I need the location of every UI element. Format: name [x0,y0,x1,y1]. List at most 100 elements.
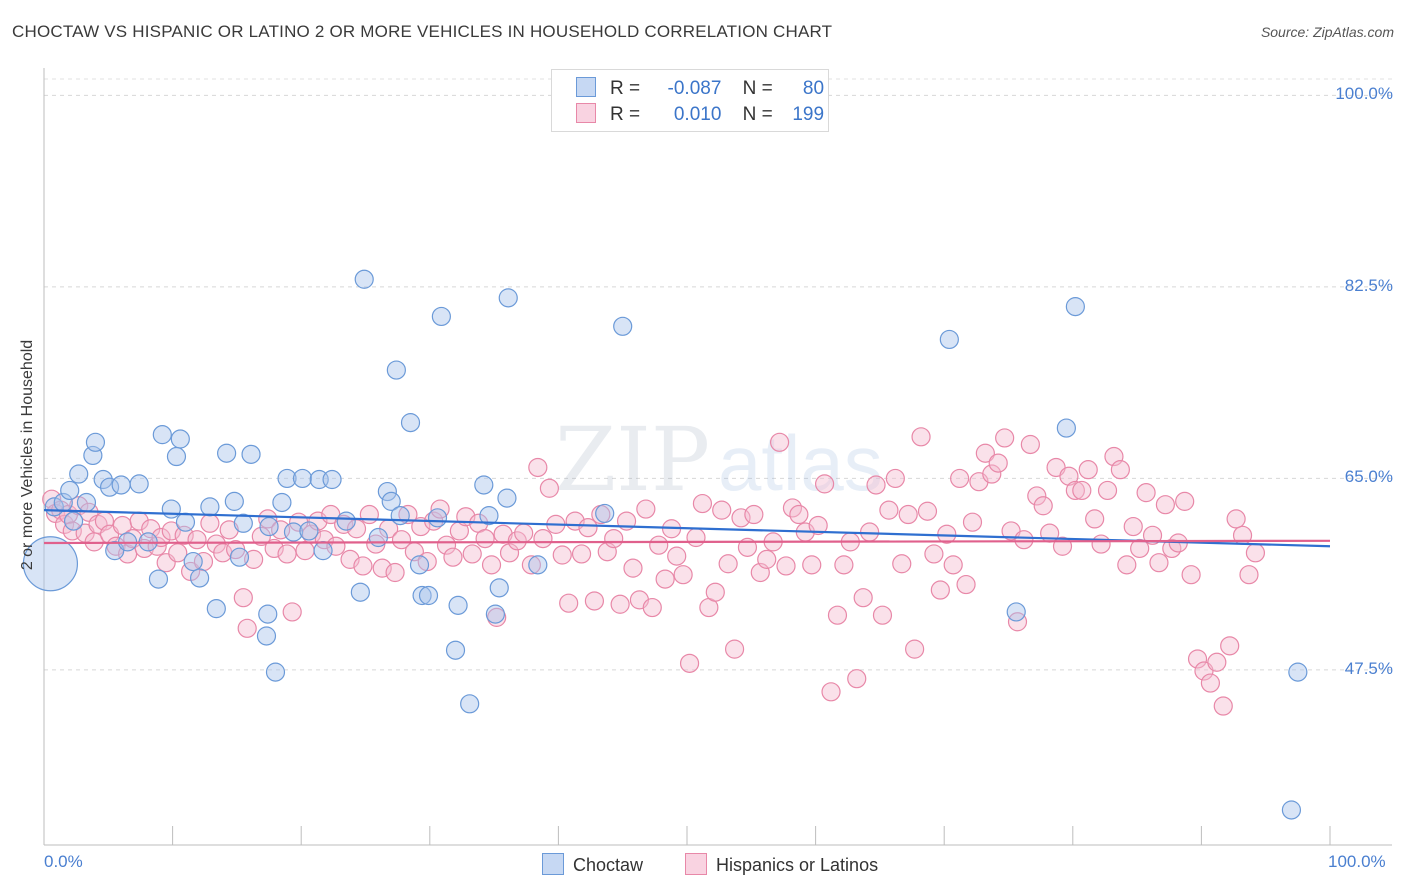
point-hispanics-141 [917,501,938,521]
legend-swatch-choctaw [576,77,596,97]
y-tick-label-2: 82.5% [1344,275,1393,295]
point-hispanics-80 [528,457,548,478]
legend-n-value-choctaw: 80 [802,78,825,99]
point-hispanics-78 [514,523,534,543]
point-hispanics-146 [950,468,970,489]
point-hispanics-98 [642,597,662,618]
point-choctaw-38 [292,468,313,489]
point-hispanics-158 [1027,486,1047,506]
point-choctaw-12 [111,475,131,495]
point-choctaw-33 [259,516,279,537]
point-choctaw-56 [431,306,451,327]
point-hispanics-109 [712,500,732,520]
point-choctaw-60 [474,475,494,495]
point-choctaw-25 [206,599,226,619]
point-hispanics-125 [815,474,835,494]
point-hispanics-34 [233,588,253,608]
point-hispanics-142 [924,544,944,564]
point-hispanics-132 [860,522,880,542]
legend-row-hispanics: R = 0.010 N = 199 [576,103,824,126]
point-choctaw-18 [161,499,181,519]
y-tick-label-1: 65.0% [1344,467,1393,487]
point-hispanics-28 [193,551,214,572]
point-hispanics-74 [487,607,507,627]
point-choctaw-5 [69,464,89,484]
x-tick-label-max: 100.0% [1328,852,1386,871]
point-hispanics-87 [571,544,592,564]
point-hispanics-121 [789,504,809,525]
point-hispanics-140 [911,427,931,447]
point-hispanics-133 [866,475,886,495]
point-hispanics-174 [1130,538,1150,559]
point-choctaw-24 [200,497,220,517]
point-hispanics-163 [1059,466,1079,486]
point-hispanics-178 [1155,495,1175,515]
point-hispanics-186 [1207,652,1227,672]
point-choctaw-32 [258,604,278,624]
point-choctaw-72 [1065,297,1085,317]
point-choctaw-30 [241,444,261,464]
point-hispanics-145 [943,555,963,575]
point-hispanics-36 [244,549,264,569]
watermark-atlas: atlas [718,419,883,507]
point-choctaw-0 [22,536,79,592]
point-hispanics-126 [821,682,841,702]
point-hispanics-157 [1020,434,1040,455]
point-choctaw-43 [336,511,356,531]
point-hispanics-84 [552,545,572,565]
point-hispanics-136 [885,468,905,489]
point-hispanics-88 [578,518,598,538]
point-choctaw-71 [1056,418,1076,438]
point-hispanics-97 [636,499,656,519]
source-credit: Source: ZipAtlas.com [1260,24,1394,40]
point-choctaw-34 [265,662,286,682]
point-hispanics-138 [898,504,918,525]
watermark: ZIP atlas [555,408,883,511]
stats-legend: R = -0.087 N = 80 R = 0.010 N = 199 [551,69,829,132]
point-choctaw-39 [299,521,319,541]
point-hispanics-81 [533,528,553,549]
point-choctaw-4 [63,511,84,531]
bottom-legend-label-hispanics: Hispanics or Latinos [716,855,879,875]
point-hispanics-93 [610,594,630,614]
legend-n-value-hispanics: 199 [792,104,825,125]
point-hispanics-134 [872,605,893,625]
point-choctaw-8 [85,432,106,452]
point-hispanics-114 [744,504,764,525]
point-hispanics-123 [802,555,822,575]
point-choctaw-63 [489,578,509,598]
point-hispanics-35 [237,618,257,638]
point-hispanics-76 [499,543,520,563]
watermark-zip: ZIP [555,408,710,511]
point-hispanics-105 [686,527,706,548]
point-hispanics-111 [724,639,745,659]
point-hispanics-100 [655,569,675,589]
point-choctaw-69 [939,329,959,350]
point-hispanics-53 [353,556,373,576]
point-hispanics-128 [834,555,854,575]
trend-line-hispanics [43,539,1331,545]
point-hispanics-150 [975,443,995,463]
point-hispanics-183 [1187,649,1208,669]
point-hispanics-181 [1175,491,1195,511]
point-hispanics-135 [879,500,899,520]
y-tick-label-0: 47.5% [1344,658,1393,678]
point-hispanics-32 [219,520,239,540]
point-hispanics-172 [1117,555,1137,575]
point-choctaw-46 [368,527,388,548]
point-hispanics-23 [161,521,181,541]
point-choctaw-45 [354,269,374,289]
point-hispanics-127 [827,605,848,625]
point-hispanics-187 [1213,696,1233,716]
point-choctaw-10 [99,477,120,497]
point-hispanics-102 [667,546,687,566]
point-hispanics-139 [905,639,925,659]
point-hispanics-108 [705,582,725,602]
point-choctaw-22 [183,551,203,572]
point-hispanics-159 [1033,496,1053,516]
point-hispanics-70 [462,544,482,564]
point-hispanics-155 [1007,612,1028,632]
point-choctaw-65 [498,288,518,308]
point-choctaw-64 [497,488,517,508]
point-hispanics-182 [1181,565,1201,585]
